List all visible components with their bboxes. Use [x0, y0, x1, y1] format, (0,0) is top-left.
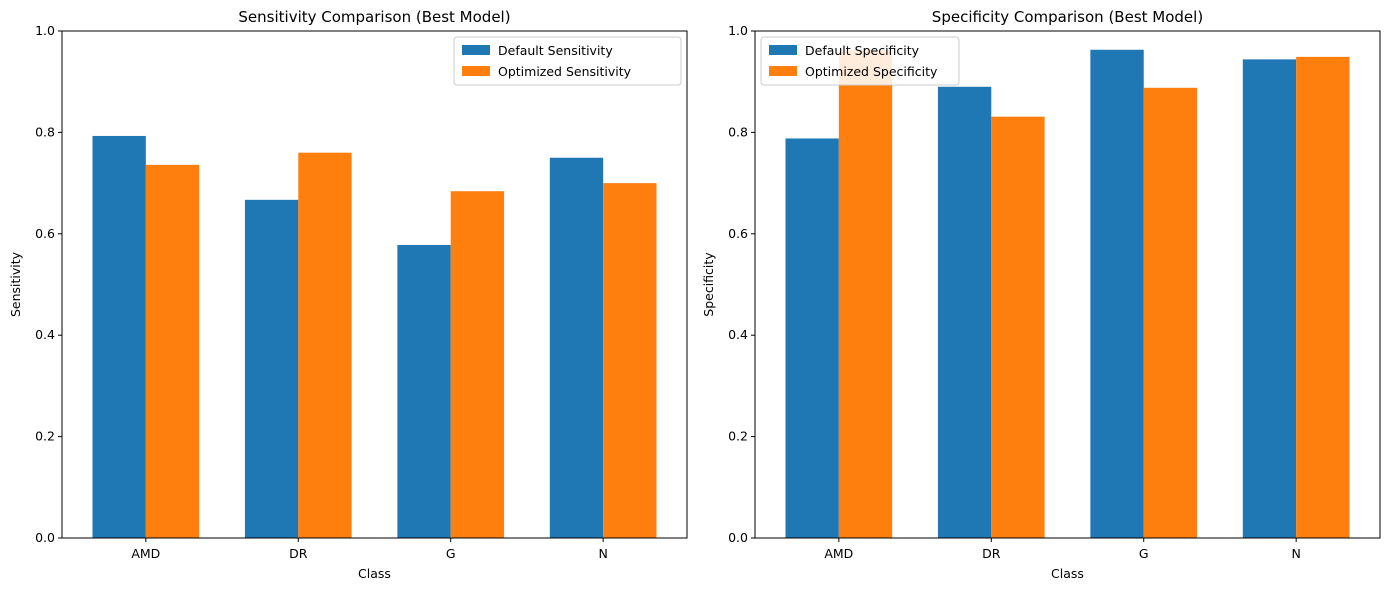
x-axis-label: Class [358, 566, 391, 581]
x-tick-label: DR [982, 546, 1001, 561]
chart-panel-0: 0.0 0.2 0.4 0.6 0.8 1.0 AMD DR G N Sensitivity Com… [8, 8, 688, 581]
legend-box [760, 36, 960, 86]
y-tick-label: 0.2 [728, 429, 748, 444]
chart-title: Specificity Comparison (Best Model) [932, 8, 1203, 26]
bar-dr-series-1 [298, 152, 352, 538]
bar-g-series-0 [397, 244, 451, 538]
y-tick-label: 0.4 [728, 327, 748, 342]
bar-dr-series-1 [991, 116, 1045, 539]
y-tick-label: 0.8 [35, 124, 55, 139]
legend: Default Sensitivity Optimized Sensitivity [453, 36, 682, 86]
bar-g-series-0 [1090, 49, 1144, 538]
bar-dr-series-0 [937, 86, 992, 539]
bar-amd-series-0 [785, 138, 839, 539]
y-tick-label: 0.6 [35, 226, 55, 241]
bar-amd-series-0 [92, 135, 146, 538]
y-axis-label: Specificity [701, 252, 716, 317]
x-tick-label: G [1139, 546, 1149, 561]
legend-label-0: Default Sensitivity [498, 43, 613, 58]
x-tick-label: N [598, 546, 607, 561]
x-tick-label: AMD [824, 546, 853, 561]
y-tick-label: 0.6 [728, 226, 748, 241]
x-axis-label: Class [1051, 566, 1084, 581]
bar-n-series-1 [603, 183, 657, 538]
legend-swatch-1 [462, 66, 490, 76]
y-tick-label: 0.0 [35, 530, 55, 545]
legend-swatch-1 [769, 66, 797, 76]
y-axis-label: Sensitivity [8, 251, 23, 317]
legend-label-0: Default Specificity [805, 43, 920, 58]
legend-swatch-0 [462, 45, 490, 55]
legend-swatch-0 [769, 45, 797, 55]
legend-label-1: Optimized Sensitivity [498, 64, 632, 79]
bar-n-series-0 [549, 157, 604, 538]
x-tick-label: N [1291, 546, 1300, 561]
bar-amd-series-1 [145, 164, 200, 538]
bar-dr-series-0 [244, 199, 299, 538]
x-tick-label: AMD [131, 546, 160, 561]
chart-title: Sensitivity Comparison (Best Model) [238, 8, 510, 26]
y-tick-label: 0.4 [35, 327, 55, 342]
chart-panel-1: 0.0 0.2 0.4 0.6 0.8 1.0 AMD DR G N Specificity Com… [701, 8, 1381, 581]
y-tick-label: 1.0 [728, 23, 748, 38]
y-tick-label: 0.0 [728, 530, 748, 545]
legend-box [453, 36, 682, 86]
axes-frame [754, 30, 1381, 539]
y-tick-label: 0.8 [728, 124, 748, 139]
bar-n-series-0 [1242, 59, 1297, 538]
y-tick-label: 1.0 [35, 23, 55, 38]
bar-g-series-1 [1143, 87, 1198, 538]
axes-frame [61, 30, 688, 539]
y-tick-label: 0.2 [35, 429, 55, 444]
bar-g-series-1 [450, 191, 505, 538]
x-tick-label: G [446, 546, 456, 561]
bar-n-series-1 [1296, 56, 1350, 539]
legend-label-1: Optimized Specificity [805, 64, 938, 79]
x-tick-label: DR [289, 546, 308, 561]
legend: Default Specificity Optimized Specificity [760, 36, 960, 86]
bar-amd-series-1 [838, 50, 893, 539]
